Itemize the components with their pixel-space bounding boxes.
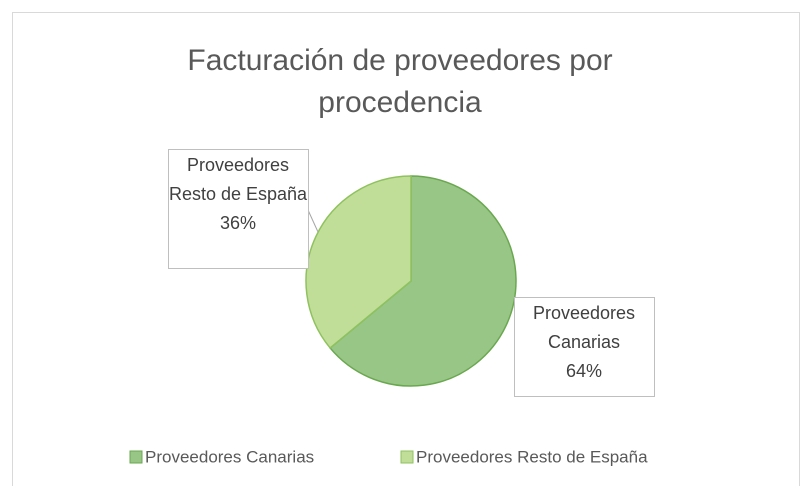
data-label-text: Proveedores Resto de España 36% [168,151,308,238]
data-label: Proveedores Canarias 64% [514,299,654,386]
data-label-value: 64% [565,361,603,381]
legend-label: Proveedores Canarias [145,447,314,466]
chart-title: Facturación de proveedores por procedenc… [187,44,613,119]
legend-swatch [400,450,414,464]
data-label-box [168,149,309,269]
pie-slice [305,175,412,349]
pie-slice [329,175,517,387]
data-label-text: Proveedores Canarias 64% [514,299,654,386]
title-box: Facturación de proveedores por procedenc… [187,44,613,119]
data-label: Proveedores Resto de España 36% [168,151,308,238]
data-label-category: Proveedores Resto de España [168,155,308,204]
legend-label: Proveedores Resto de España [416,447,648,466]
data-label-category: Proveedores Canarias [532,303,636,352]
data-label-value: 36% [219,213,257,233]
leader-line [307,209,319,233]
legend-swatch [129,450,143,464]
data-label-box [514,297,655,397]
